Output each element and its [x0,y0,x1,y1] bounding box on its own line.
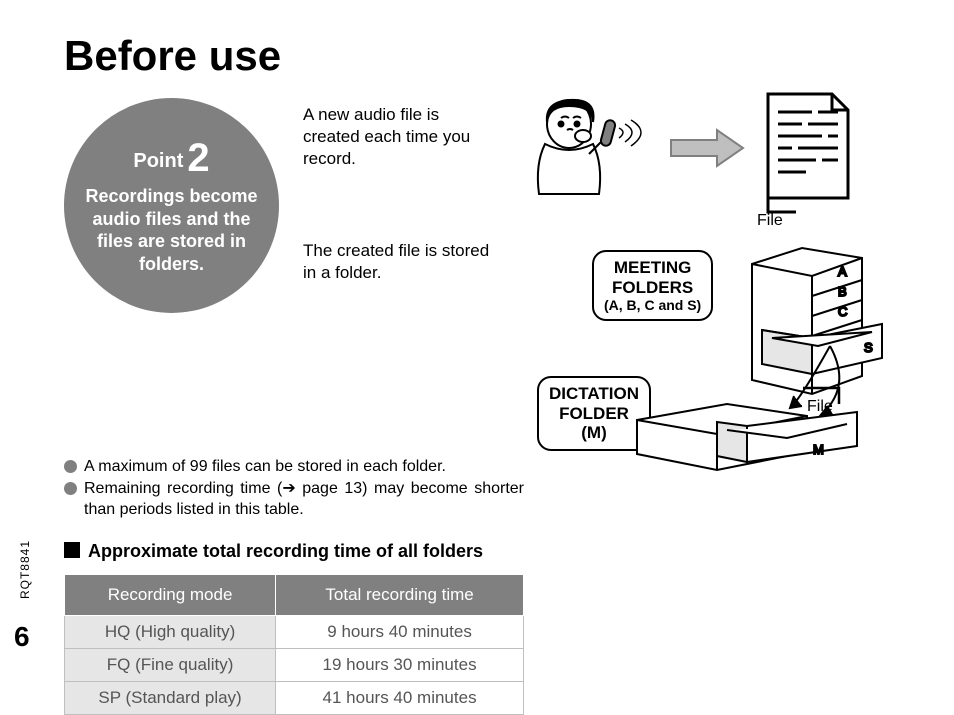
cell-mode: SP (Standard play) [65,681,276,714]
speaker-icon [527,94,657,204]
file-icon [752,88,862,218]
bullet-1: A maximum of 99 files can be stored in e… [64,456,524,478]
cell-time: 41 hours 40 minutes [276,681,524,714]
page-number: 6 [14,621,30,653]
meeting-line1: MEETING [604,258,701,278]
document-code: RQT8841 [18,540,32,599]
description-column: A new audio file is created each time yo… [303,98,493,354]
meeting-folders-box: MEETING FOLDERS (A, B, C and S) [592,250,713,321]
meeting-line2: FOLDERS [604,278,701,298]
point-text: Recordings become audio files and the fi… [82,185,261,275]
cell-time: 19 hours 30 minutes [276,648,524,681]
table-row: HQ (High quality) 9 hours 40 minutes [65,615,524,648]
table-row: SP (Standard play) 41 hours 40 minutes [65,681,524,714]
table-row: FQ (Fine quality) 19 hours 30 minutes [65,648,524,681]
cell-time: 9 hours 40 minutes [276,615,524,648]
file-pointer-line [799,384,849,414]
meeting-sub: (A, B, C and S) [604,297,701,313]
svg-text:C: C [838,304,847,319]
dictation-line2: FOLDER [549,404,639,424]
table-heading: Approximate total recording time of all … [64,541,906,562]
th-time: Total recording time [276,574,524,615]
cell-mode: FQ (Fine quality) [65,648,276,681]
desc-2: The created file is stored in a folder. [303,240,493,284]
bullet-2: Remaining recording time (➔ page 13) may… [64,478,524,521]
desc-1: A new audio file is created each time yo… [303,104,493,170]
svg-text:A: A [838,264,847,279]
svg-text:S: S [864,340,873,355]
file-label-top: File [757,212,783,230]
point-label: Point [133,150,183,172]
svg-text:M: M [813,442,824,457]
th-mode: Recording mode [65,574,276,615]
svg-text:B: B [838,284,847,299]
page-title: Before use [64,32,906,80]
arrow-icon [667,128,747,168]
bullet-list: A maximum of 99 files can be stored in e… [64,456,524,521]
cell-mode: HQ (High quality) [65,615,276,648]
point-number: 2 [187,136,209,180]
top-row: Point2 Recordings become audio files and… [64,98,906,428]
dictation-line3: (M) [549,423,639,443]
illustration-column: File MEETING FOLDERS (A, B, C and S) DIC… [517,98,906,428]
dictation-line1: DICTATION [549,384,639,404]
recording-time-table: Recording mode Total recording time HQ (… [64,574,524,715]
point-circle: Point2 Recordings become audio files and… [64,98,279,313]
